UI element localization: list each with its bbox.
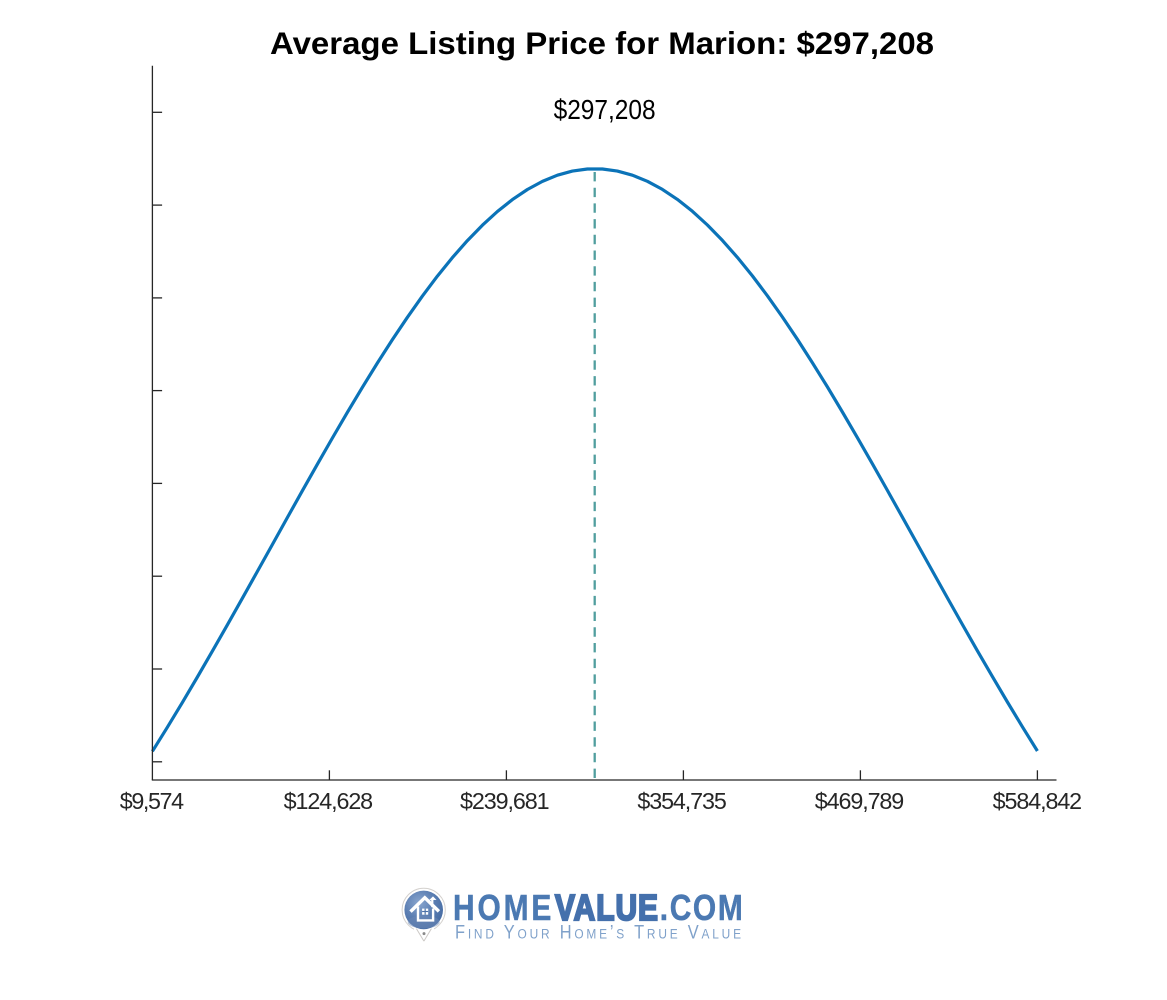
svg-text:.COM: .COM <box>660 888 743 928</box>
svg-text:$297,208: $297,208 <box>554 94 656 125</box>
svg-text:$239,681: $239,681 <box>460 788 550 814</box>
svg-text:$354,735: $354,735 <box>637 788 727 814</box>
svg-text:$9,574: $9,574 <box>120 788 184 814</box>
svg-text:$124,628: $124,628 <box>284 788 374 814</box>
svg-text:Average Listing Price for Mari: Average Listing Price for Marion: $297,2… <box>270 26 934 61</box>
svg-text:$469,789: $469,789 <box>815 788 905 814</box>
svg-text:$584,842: $584,842 <box>993 788 1083 814</box>
svg-text:VALUE: VALUE <box>555 888 658 928</box>
